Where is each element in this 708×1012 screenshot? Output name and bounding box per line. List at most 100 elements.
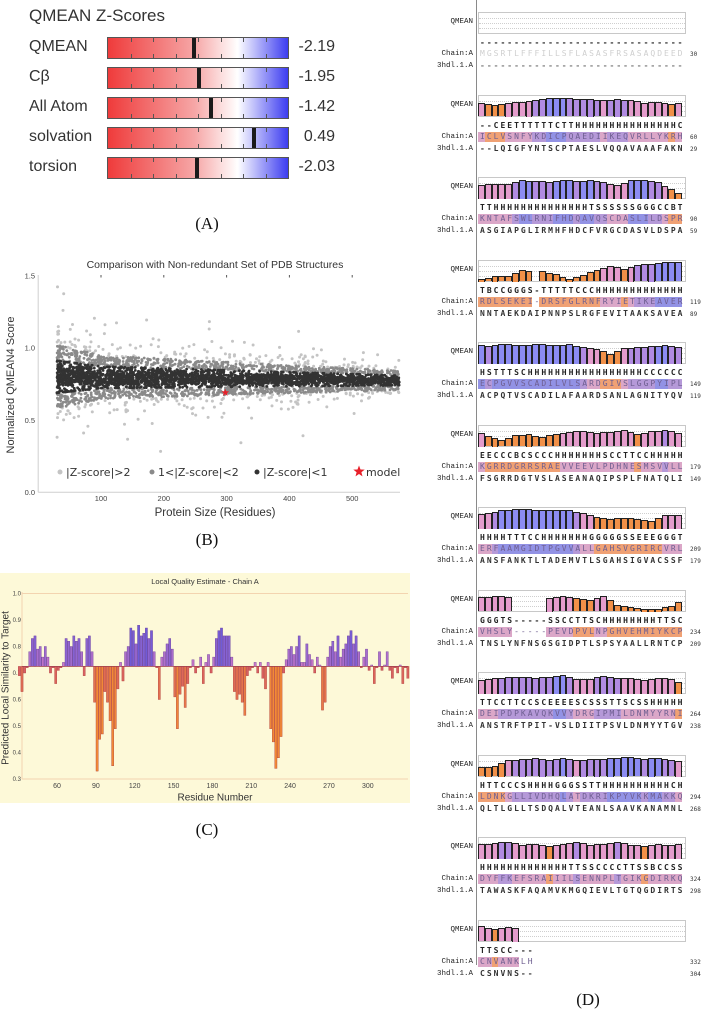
scatter-point bbox=[338, 379, 342, 383]
scatter-point bbox=[89, 393, 93, 397]
residue-quality-cell bbox=[600, 296, 608, 307]
scatter-point bbox=[78, 375, 82, 378]
scatter-point bbox=[113, 365, 117, 369]
residue-quality-cell bbox=[675, 296, 682, 307]
legend-star-icon bbox=[353, 465, 365, 477]
tick-mark bbox=[130, 98, 132, 102]
residue-quality-cell bbox=[566, 131, 574, 142]
scatter-point bbox=[165, 354, 169, 358]
quality-bar bbox=[36, 648, 39, 667]
scatter-point bbox=[372, 376, 376, 380]
scatter-point bbox=[352, 381, 356, 384]
scatter-point bbox=[106, 397, 110, 400]
residue-quality-cell bbox=[580, 296, 587, 307]
residue-quality-cell bbox=[641, 461, 648, 472]
scatter-point bbox=[86, 393, 90, 397]
scatter-point bbox=[269, 370, 273, 374]
scatter-point bbox=[197, 360, 200, 363]
scatter-point bbox=[331, 374, 335, 377]
quality-bar bbox=[253, 662, 257, 667]
quality-bar bbox=[145, 627, 148, 667]
scatter-point bbox=[87, 375, 91, 378]
scatter-point bbox=[279, 389, 282, 393]
scatter-point bbox=[266, 380, 270, 383]
scatter-point bbox=[125, 372, 129, 376]
qmean-bar bbox=[546, 97, 553, 117]
scatter-point bbox=[101, 347, 105, 351]
scatter-point bbox=[102, 366, 106, 369]
qmean-bar bbox=[675, 514, 682, 529]
qmean-bar bbox=[573, 99, 580, 117]
scatter-point bbox=[204, 380, 208, 384]
tick-mark bbox=[265, 128, 267, 132]
residue-quality-cell bbox=[593, 296, 601, 307]
scatter-point bbox=[224, 386, 227, 390]
scatter-point bbox=[156, 345, 160, 349]
qmean-bar bbox=[600, 182, 608, 199]
scatter-point bbox=[161, 392, 165, 395]
scatter-point bbox=[74, 345, 78, 349]
scatter-point bbox=[369, 388, 373, 392]
scatter-point bbox=[242, 340, 246, 344]
residue-quality-cell bbox=[505, 131, 512, 142]
scatter-point bbox=[343, 357, 346, 361]
scatter-point bbox=[82, 345, 86, 349]
quality-bar bbox=[38, 646, 42, 667]
scatter-point bbox=[140, 381, 144, 384]
scatter-point bbox=[178, 381, 182, 385]
scatter-point bbox=[138, 399, 142, 403]
scatter-point bbox=[360, 381, 363, 384]
scatter-point bbox=[225, 365, 229, 369]
scatter-point bbox=[273, 372, 277, 376]
scatter-point bbox=[396, 387, 400, 391]
scatter-point bbox=[280, 400, 283, 404]
scatter-point bbox=[71, 385, 74, 388]
scatter-point bbox=[56, 416, 59, 420]
scatter-point bbox=[186, 373, 189, 376]
residue-quality-cell bbox=[512, 214, 519, 224]
scatter-point bbox=[286, 387, 290, 390]
scatter-point bbox=[303, 379, 307, 383]
scatter-point bbox=[159, 386, 163, 389]
residue-quality-cell bbox=[627, 131, 635, 142]
qmean-bar bbox=[498, 103, 506, 117]
scatter-point bbox=[172, 394, 176, 398]
scatter-point bbox=[122, 356, 125, 360]
scatter-point bbox=[277, 380, 281, 384]
scatter-point bbox=[369, 373, 373, 377]
quality-bar bbox=[116, 666, 120, 690]
qmean-bar bbox=[648, 520, 655, 529]
x-tick-label: 60 bbox=[53, 783, 61, 790]
scatter-point bbox=[260, 375, 263, 378]
quality-bar bbox=[75, 641, 78, 667]
tick-mark bbox=[220, 174, 222, 178]
scatter-point bbox=[347, 380, 350, 384]
template-sequence: ANSFANKTLTADEMVTLSGAHSIGVACSSF bbox=[480, 556, 685, 565]
y-tick-label: 0.3 bbox=[13, 777, 22, 783]
quality-bar bbox=[341, 648, 345, 667]
scatter-point bbox=[61, 383, 65, 387]
quality-bar bbox=[170, 648, 174, 667]
residue-quality-cell bbox=[532, 461, 540, 472]
scatter-point bbox=[347, 384, 351, 387]
legend-label: |Z-score|<1 bbox=[263, 466, 328, 479]
scatter-point bbox=[311, 355, 315, 359]
scatter-point bbox=[291, 405, 295, 409]
scatter-point bbox=[63, 397, 67, 401]
secondary-structure: EECCCBCSCCCHHHHHHHSCCTTCCHHHHH bbox=[480, 450, 685, 460]
qmean-bar bbox=[478, 278, 485, 282]
scatter-point bbox=[60, 381, 63, 385]
scatter-point bbox=[117, 362, 121, 366]
quality-bar bbox=[308, 654, 311, 667]
scatter-point bbox=[114, 386, 118, 390]
scatter-point bbox=[137, 356, 141, 360]
qmean-bar bbox=[491, 511, 499, 529]
local-quality-chart: Local Quality Estimate - Chain A1.00.90.… bbox=[0, 573, 410, 804]
scatter-point bbox=[231, 339, 234, 343]
residue-quality-cell bbox=[600, 461, 608, 472]
scatter-point bbox=[196, 374, 199, 377]
scatter-point bbox=[247, 372, 250, 376]
scatter-point bbox=[159, 397, 163, 401]
qmean-bar bbox=[593, 349, 601, 364]
scatter-point bbox=[360, 399, 363, 403]
